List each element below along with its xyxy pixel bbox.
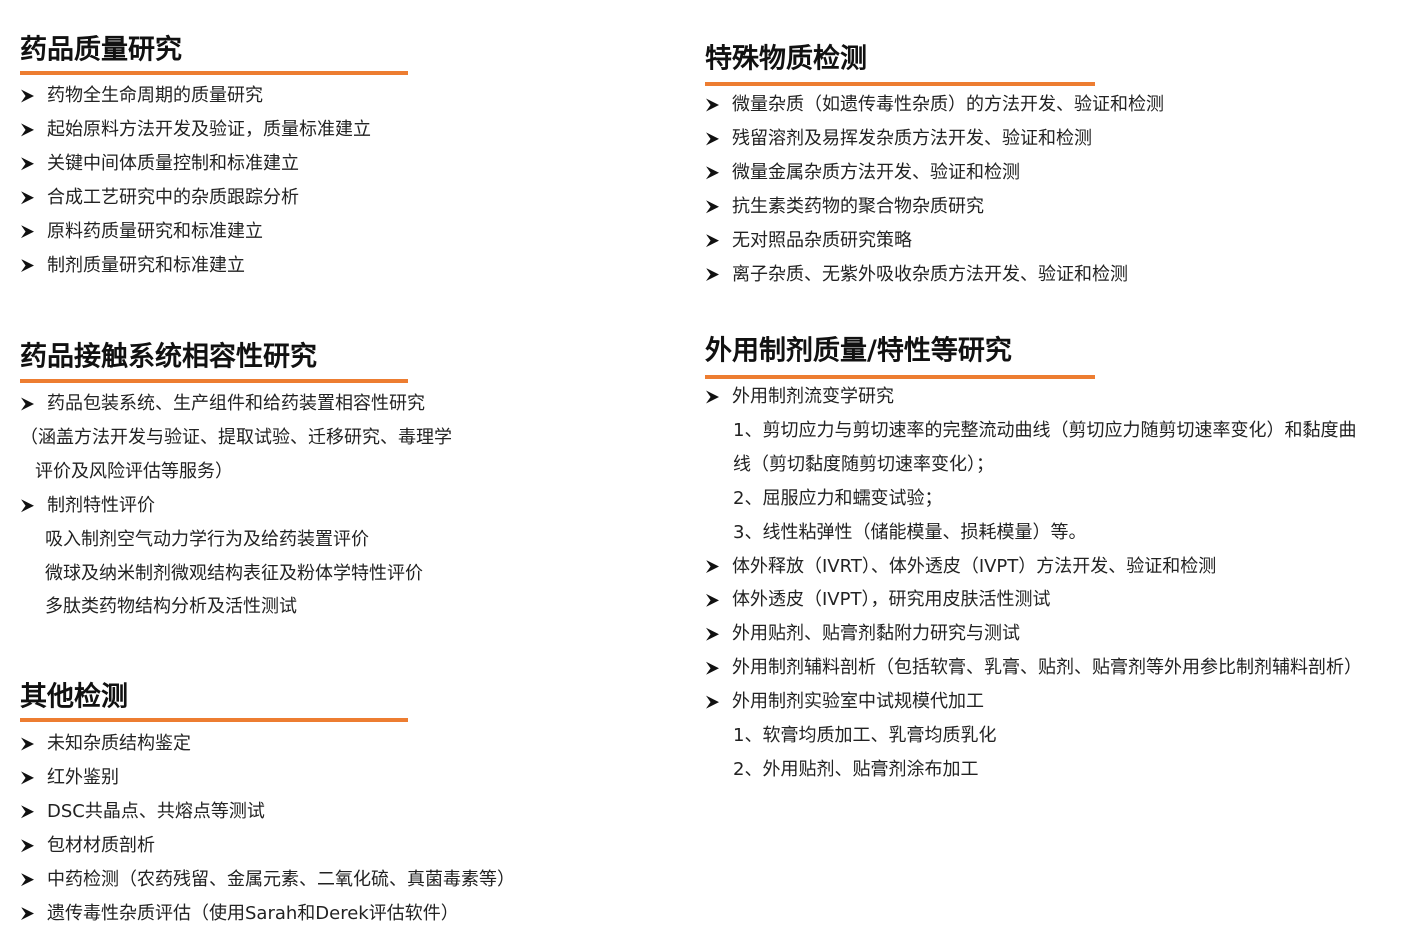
bullet-arrow [706, 98, 719, 112]
list-item: 外用贴剂、贴膏剂黏附力研究与测试 [732, 623, 1020, 645]
bullet-arrow [21, 737, 34, 751]
bullet-arrow [706, 234, 719, 248]
list-item: 未知杂质结构鉴定 [47, 733, 191, 754]
list-item: 合成工艺研究中的杂质跟踪分析 [47, 186, 299, 208]
list-item: 遗传毒性杂质评估（使用Sarah和Derek评估软件） [47, 902, 459, 924]
bullet-arrow [706, 132, 719, 146]
list-item: 起始原料方法开发及验证，质量标准建立 [47, 118, 371, 140]
bullet-arrow [706, 627, 719, 641]
list-item: 抗生素类药物的聚合物杂质研究 [732, 195, 984, 217]
title-underline [705, 375, 1095, 379]
list-item: 中药检测（农药残留、金属元素、二氧化硫、真菌毒素等） [47, 868, 515, 890]
bullet-arrow [21, 157, 34, 171]
bullet-arrow [21, 397, 34, 411]
section-title: 药品接触系统相容性研究 [20, 341, 317, 373]
list-item: 药品包装系统、生产组件和给药装置相容性研究 [47, 393, 425, 414]
list-item: 关键中间体质量控制和标准建立 [47, 152, 299, 174]
list-item: 红外鉴别 [47, 766, 119, 788]
title-underline [20, 379, 408, 383]
section-title: 其他检测 [20, 681, 128, 713]
title-underline [20, 718, 408, 722]
bullet-arrow [21, 839, 34, 853]
bullet-arrow [21, 191, 34, 205]
list-item: 外用制剂实验室中试规模代加工 [732, 691, 984, 713]
list-item: 外用制剂流变学研究 [732, 386, 894, 407]
item-detail: 1、剪切应力与剪切速率的完整流动曲线（剪切应力随剪切速率变化）和黏度曲 [733, 419, 1357, 441]
list-item: 微量杂质（如遗传毒性杂质）的方法开发、验证和检测 [732, 94, 1164, 115]
bullet-arrow [21, 225, 34, 239]
bullet-arrow [706, 593, 719, 607]
item-detail: 多肽类药物结构分析及活性测试 [45, 596, 297, 618]
bullet-arrow [21, 873, 34, 887]
bullet-arrow [706, 560, 719, 573]
section-title: 外用制剂质量/特性等研究 [705, 335, 1012, 367]
item-detail: 评价及风险评估等服务） [35, 460, 233, 482]
list-item: 外用制剂辅料剖析（包括软膏、乳膏、贴剂、贴膏剂等外用参比制剂辅料剖析） [732, 657, 1362, 679]
list-item: 药物全生命周期的质量研究 [47, 85, 263, 106]
item-detail: 3、线性粘弹性（储能模量、损耗模量）等。 [733, 521, 1087, 543]
list-item: 无对照品杂质研究策略 [732, 229, 912, 251]
list-item: 制剂质量研究和标准建立 [47, 254, 245, 276]
item-detail: 2、屈服应力和蠕变试验； [733, 487, 943, 509]
list-item: 体外释放（IVRT）、体外透皮（IVPT）方法开发、验证和检测 [732, 555, 1217, 577]
item-detail: 2、外用贴剂、贴膏剂涂布加工 [733, 758, 979, 780]
bullet-arrow [21, 123, 34, 137]
item-detail: 1、软膏均质加工、乳膏均质乳化 [733, 725, 997, 746]
section-title: 药品质量研究 [20, 34, 182, 66]
bullet-arrow [706, 268, 719, 281]
list-item: 原料药质量研究和标准建立 [47, 220, 263, 242]
list-item: 包材材质剖析 [47, 834, 155, 856]
bullet-arrow [706, 390, 719, 404]
bullet-arrow [21, 907, 34, 920]
list-item: 微量金属杂质方法开发、验证和检测 [732, 161, 1020, 183]
section-title: 特殊物质检测 [705, 43, 867, 75]
item-detail: 微球及纳米制剂微观结构表征及粉体学特性评价 [45, 562, 423, 584]
bullet-arrow [21, 805, 34, 819]
bullet-arrow [21, 259, 34, 272]
bullet-arrow [706, 695, 719, 709]
bullet-arrow [706, 200, 719, 214]
bullet-arrow [706, 166, 719, 180]
bullet-arrow [21, 771, 34, 785]
item-detail: 吸入制剂空气动力学行为及给药装置评价 [45, 528, 369, 550]
list-item: 制剂特性评价 [47, 494, 155, 516]
title-underline [20, 71, 408, 75]
list-item: 离子杂质、无紫外吸收杂质方法开发、验证和检测 [732, 263, 1128, 285]
bullet-arrow [706, 661, 719, 675]
list-item: DSC共晶点、共熔点等测试 [47, 800, 265, 822]
list-item: 残留溶剂及易挥发杂质方法开发、验证和检测 [732, 127, 1092, 149]
list-item: 体外透皮（IVPT），研究用皮肤活性测试 [732, 589, 1051, 611]
item-detail: 线（剪切黏度随剪切速率变化）； [733, 453, 994, 475]
bullet-arrow [21, 89, 34, 103]
bullet-arrow [21, 499, 34, 513]
item-detail: （涵盖方法开发与验证、提取试验、迁移研究、毒理学 [20, 426, 452, 448]
title-underline [705, 82, 1095, 86]
